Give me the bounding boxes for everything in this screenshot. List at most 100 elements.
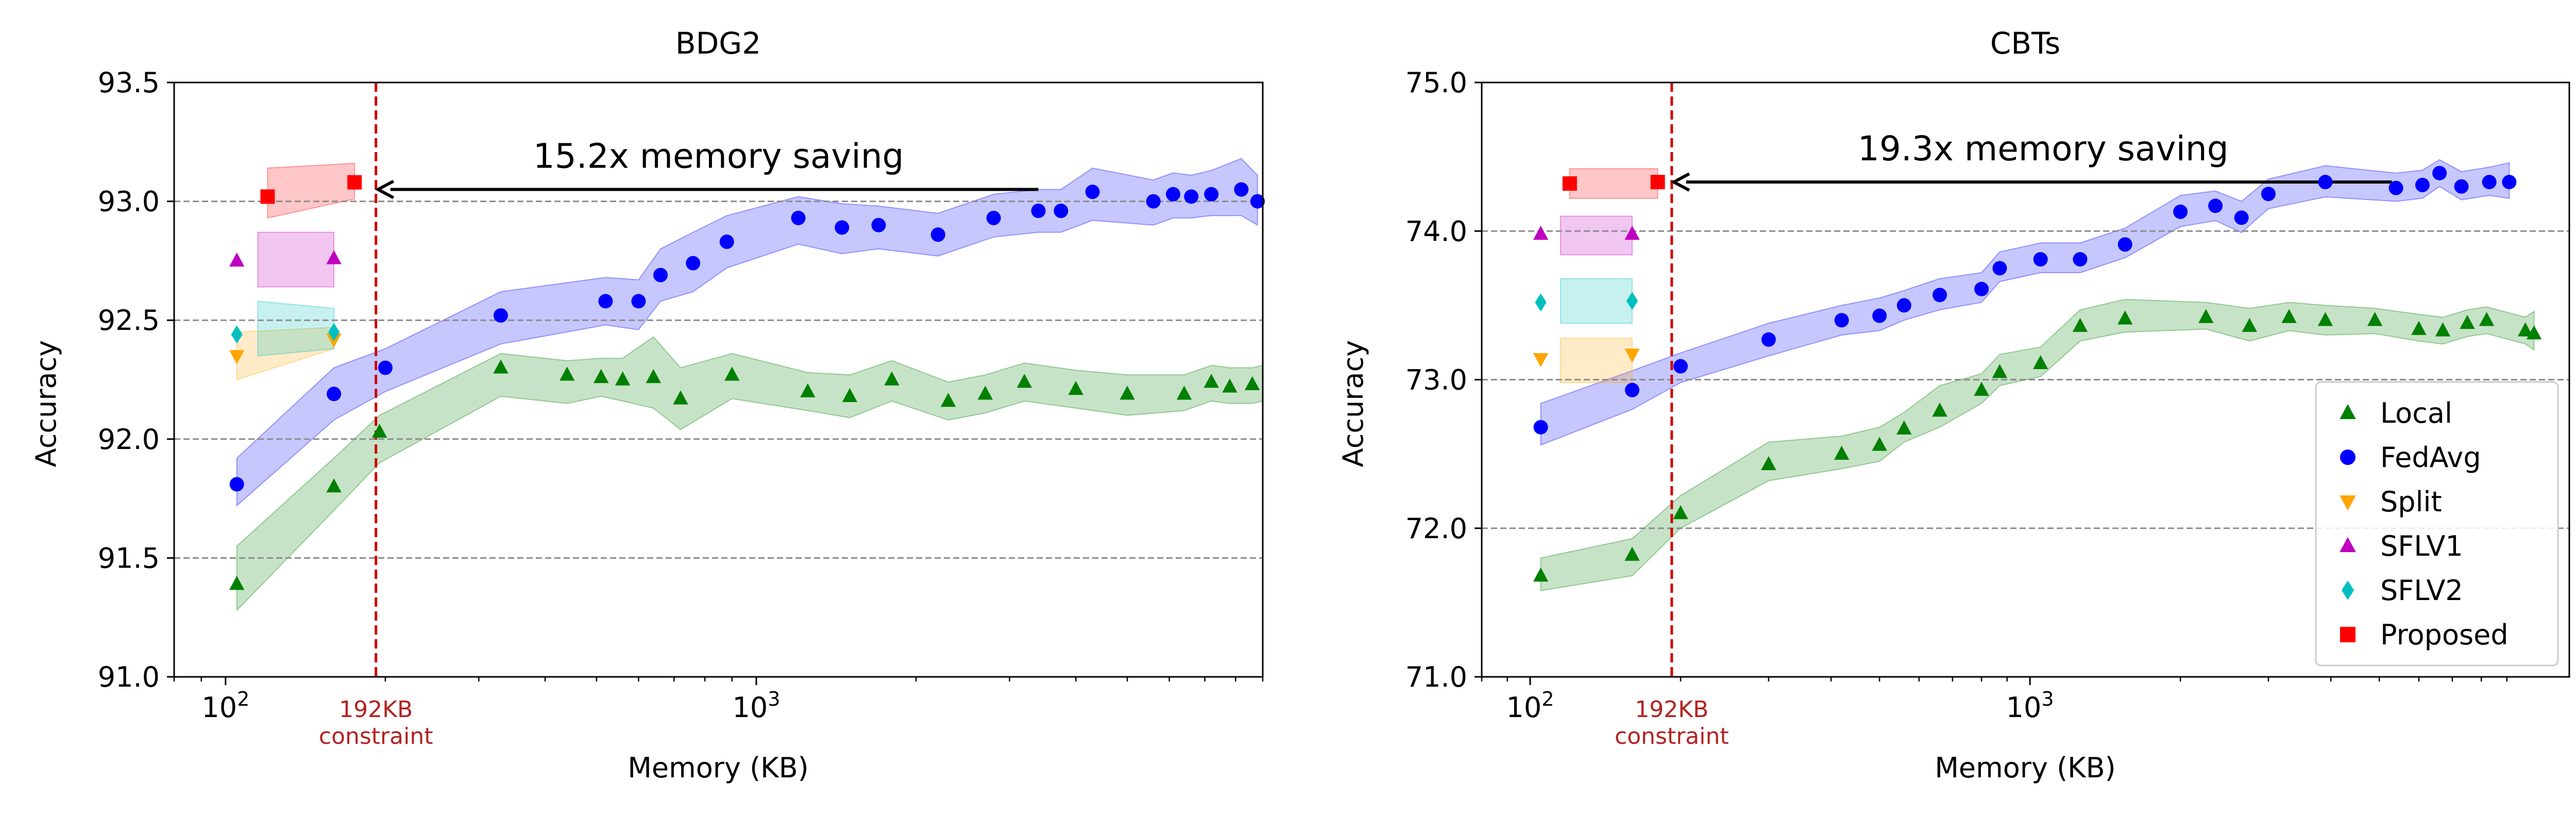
legend-marker-proposed	[2340, 627, 2355, 642]
y-tick-label: 91.0	[98, 661, 160, 693]
y-tick-label: 92.5	[98, 304, 160, 337]
memory-saving-annotation: 19.3x memory saving	[1858, 129, 2229, 169]
x-tick-label: 102	[201, 688, 249, 724]
marker-local	[2479, 312, 2495, 326]
marker-fedavg	[1834, 313, 1849, 328]
marker-local	[2281, 309, 2297, 323]
band-proposed	[1569, 168, 1658, 199]
legend-label-proposed: Proposed	[2380, 619, 2509, 651]
confidence-bands	[1540, 159, 2535, 591]
data-points	[229, 175, 1265, 590]
marker-sflv2	[1535, 293, 1547, 312]
chart-title: CBTs	[1990, 26, 2060, 61]
y-tick-label: 93.5	[98, 66, 160, 99]
marker-sflv1	[1533, 225, 1549, 240]
chart-panel-cbts: CBTs Accuracy Memory (KB) 192KB constrai…	[1337, 26, 2570, 784]
marker-local	[1932, 402, 1947, 417]
legend-marker-split	[2340, 495, 2356, 511]
marker-fedavg	[493, 308, 508, 323]
marker-fedavg	[791, 210, 806, 225]
marker-fedavg	[1872, 308, 1887, 323]
marker-local	[1761, 456, 1776, 471]
y-tick-label: 92.0	[98, 423, 160, 456]
marker-local	[1872, 437, 1887, 451]
marker-local	[2435, 322, 2451, 337]
marker-local	[1244, 376, 1260, 390]
band-local	[1540, 298, 2535, 591]
marker-local	[2242, 318, 2257, 332]
legend-label-fedavg: FedAvg	[2380, 441, 2481, 474]
marker-fedavg	[686, 256, 701, 271]
legend-marker-sflv2	[2342, 580, 2354, 600]
x-tick-exponent: 2	[237, 688, 249, 710]
constraint-label-kb: 192KB	[339, 696, 413, 723]
marker-local	[1834, 445, 1850, 460]
y-tick-label: 74.0	[1405, 215, 1467, 247]
marker-fedavg	[1204, 187, 1219, 202]
marker-fedavg	[871, 218, 886, 232]
marker-fedavg	[1933, 288, 1947, 303]
marker-fedavg	[2432, 165, 2447, 180]
marker-fedavg	[1085, 185, 1100, 199]
marker-local	[800, 383, 816, 397]
marker-fedavg	[719, 235, 734, 250]
marker-local	[1974, 381, 1989, 396]
x-tick-base: 10	[1506, 691, 1542, 724]
arrow-head	[1670, 172, 1690, 192]
marker-fedavg	[1896, 298, 1911, 313]
marker-sflv1	[229, 252, 245, 267]
y-tick-label: 72.0	[1405, 512, 1467, 545]
memory-saving-annotation: 15.2x memory saving	[533, 137, 904, 176]
constraint-label-text: constraint	[1615, 723, 1729, 750]
marker-local	[646, 369, 662, 384]
marker-fedavg	[1031, 204, 1046, 219]
marker-local	[1176, 386, 1192, 400]
marker-local	[2117, 310, 2133, 325]
constraint-label-kb: 192KB	[1635, 696, 1708, 723]
marker-local	[594, 369, 609, 384]
marker-fedavg	[835, 220, 850, 235]
y-tick-label: 91.5	[98, 542, 160, 574]
marker-fedavg	[1054, 204, 1069, 219]
x-tick-base: 10	[201, 691, 237, 724]
x-tick-exponent: 3	[2041, 688, 2054, 710]
marker-local	[2317, 312, 2333, 326]
y-tick-label: 75.0	[1405, 66, 1467, 99]
legend-marker-local	[2340, 404, 2356, 419]
marker-local	[1673, 505, 1688, 520]
band-sflv2	[257, 301, 335, 357]
legend-box	[2315, 381, 2559, 667]
marker-local	[940, 392, 956, 407]
y-axis-ticks: 91.0 91.5 92.0 92.5 93.0 93.5	[98, 66, 174, 693]
marker-local	[493, 359, 509, 374]
x-tick-label: 103	[2006, 688, 2054, 724]
marker-fedavg	[378, 360, 393, 375]
legend-label-sflv1: SFLV1	[2380, 530, 2463, 562]
marker-local	[2198, 309, 2214, 323]
memory-saving-arrow	[375, 179, 1039, 199]
marker-fedavg	[1673, 359, 1688, 374]
marker-split	[1624, 348, 1640, 363]
marker-fedavg	[1625, 382, 1640, 397]
legend-marker-sflv1	[2340, 537, 2356, 552]
marker-fedavg	[653, 268, 668, 282]
arrow-head	[375, 179, 395, 199]
marker-proposed	[1562, 176, 1577, 191]
x-tick-base: 10	[733, 691, 768, 724]
marker-split	[1533, 353, 1549, 368]
marker-local	[1068, 380, 1083, 395]
marker-sflv1	[1624, 225, 1640, 240]
marker-fedavg	[2261, 187, 2276, 202]
marker-local	[2526, 325, 2542, 340]
marker-local	[2460, 314, 2475, 329]
chart-panel-bdg2: BDG2 Accuracy Memory (KB) 192KB constrai…	[30, 26, 1265, 784]
marker-local	[1533, 567, 1549, 582]
marker-fedavg	[2234, 210, 2249, 225]
band-fedavg	[236, 158, 1258, 507]
marker-local	[1016, 374, 1032, 388]
marker-local	[1624, 546, 1640, 561]
x-tick-exponent: 3	[768, 688, 780, 710]
marker-fedavg	[1165, 187, 1180, 202]
marker-local	[977, 386, 993, 400]
